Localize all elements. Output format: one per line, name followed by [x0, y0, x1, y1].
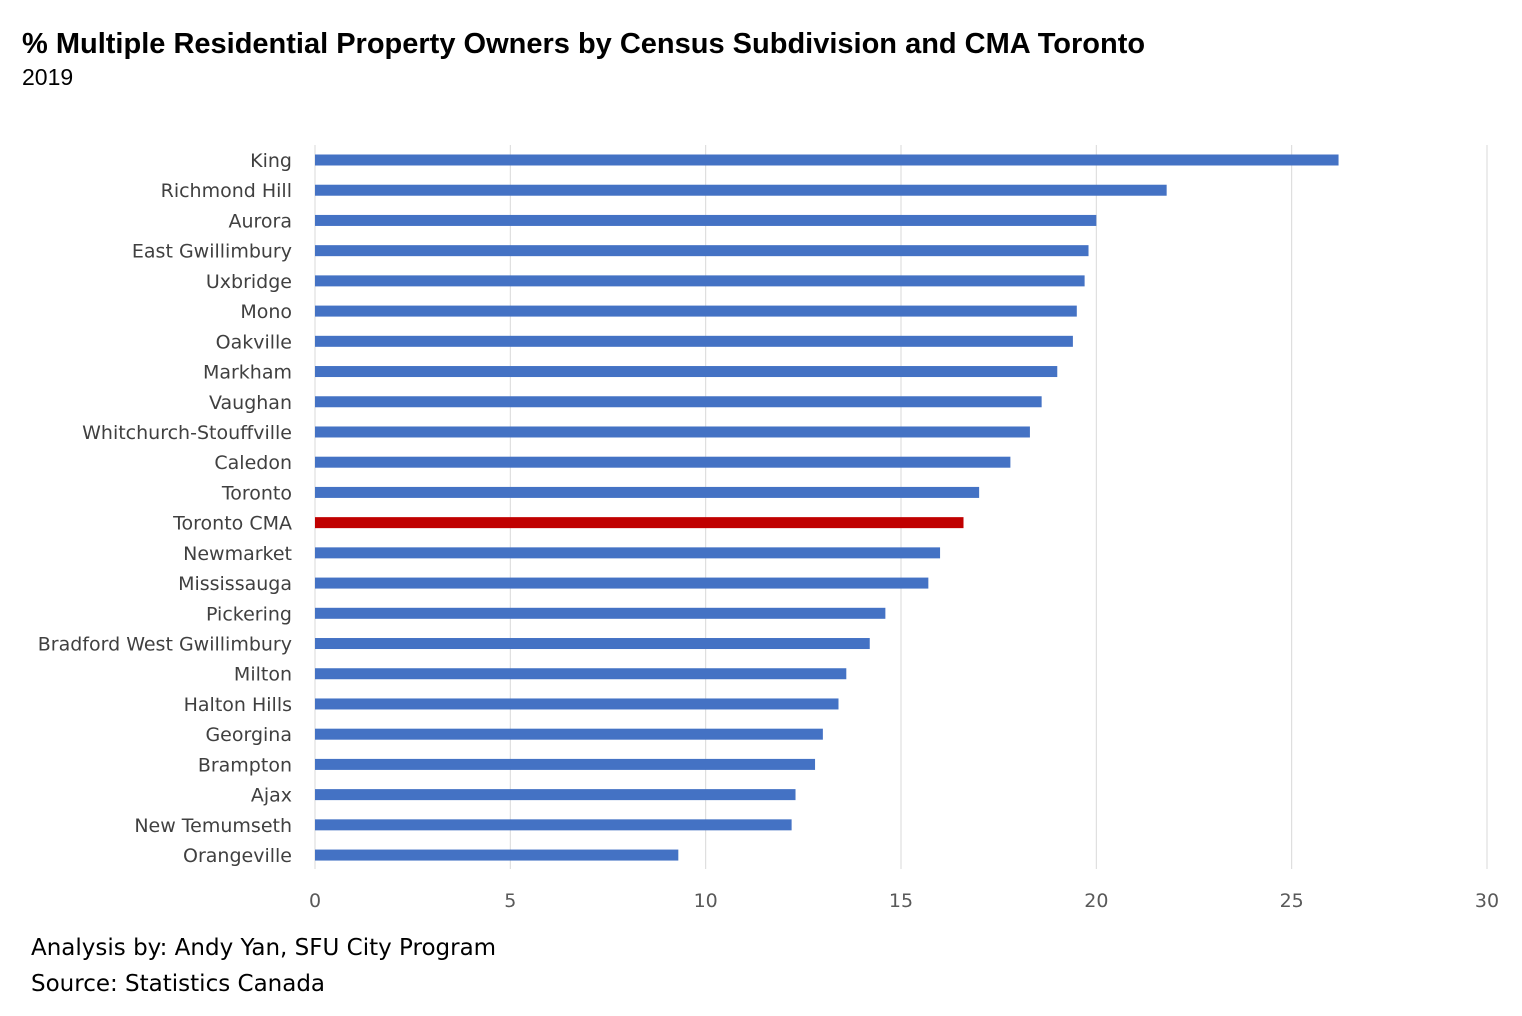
bar	[315, 366, 1058, 378]
category-label: Oakville	[216, 331, 292, 353]
category-label: Brampton	[198, 754, 292, 776]
bar	[315, 245, 1089, 257]
bar	[315, 789, 796, 801]
category-label: Toronto	[221, 482, 292, 504]
x-tick-label: 20	[1084, 890, 1108, 912]
category-label: Aurora	[228, 210, 292, 232]
bar	[315, 668, 847, 680]
category-label: Pickering	[206, 603, 292, 625]
category-label: Ajax	[251, 785, 292, 807]
bar	[315, 819, 792, 831]
x-tick-label: 0	[309, 890, 321, 912]
category-label: Mississauga	[178, 573, 292, 595]
x-tick-label: 25	[1280, 890, 1304, 912]
category-label: Bradford West Gwillimbury	[38, 634, 292, 656]
category-label: Toronto CMA	[172, 513, 292, 535]
category-label: Milton	[234, 664, 292, 686]
bar	[315, 698, 839, 710]
category-label: Halton Hills	[184, 694, 292, 716]
bar-highlight	[315, 517, 964, 529]
bar	[315, 849, 679, 861]
bar	[315, 758, 816, 770]
chart-title: % Multiple Residential Property Owners b…	[22, 28, 1146, 60]
analysis-credit: Analysis by: Andy Yan, SFU City Program	[31, 935, 497, 961]
x-tick-label: 30	[1475, 890, 1499, 912]
chart-subtitle: 2019	[22, 64, 74, 90]
bar	[315, 426, 1030, 438]
category-label: Caledon	[214, 452, 292, 474]
bar	[315, 396, 1042, 408]
category-label: New Temumseth	[134, 815, 292, 837]
bar	[315, 577, 929, 589]
category-label: Newmarket	[183, 543, 292, 565]
bar	[315, 214, 1097, 226]
bar	[315, 335, 1073, 347]
category-label: Orangeville	[183, 845, 292, 867]
bar	[315, 275, 1085, 287]
bar	[315, 638, 870, 650]
x-tick-label: 15	[889, 890, 913, 912]
x-tick-label: 5	[504, 890, 516, 912]
bar	[315, 154, 1339, 166]
bar	[315, 456, 1011, 468]
bar	[315, 184, 1167, 196]
category-label: Markham	[203, 362, 292, 384]
x-tick-label: 10	[694, 890, 718, 912]
bar	[315, 547, 941, 559]
category-label: East Gwillimbury	[132, 241, 292, 263]
bar	[315, 728, 823, 740]
category-label: Mono	[240, 301, 292, 323]
category-label: King	[250, 150, 292, 172]
category-label: Whitchurch-Stouffville	[82, 422, 292, 444]
category-label: Richmond Hill	[161, 180, 292, 202]
category-label: Georgina	[205, 724, 292, 746]
category-label: Vaughan	[209, 392, 292, 414]
category-label: Uxbridge	[206, 271, 292, 293]
bar	[315, 486, 980, 498]
bar	[315, 305, 1077, 317]
source-credit: Source: Statistics Canada	[31, 971, 326, 997]
bar	[315, 607, 886, 619]
